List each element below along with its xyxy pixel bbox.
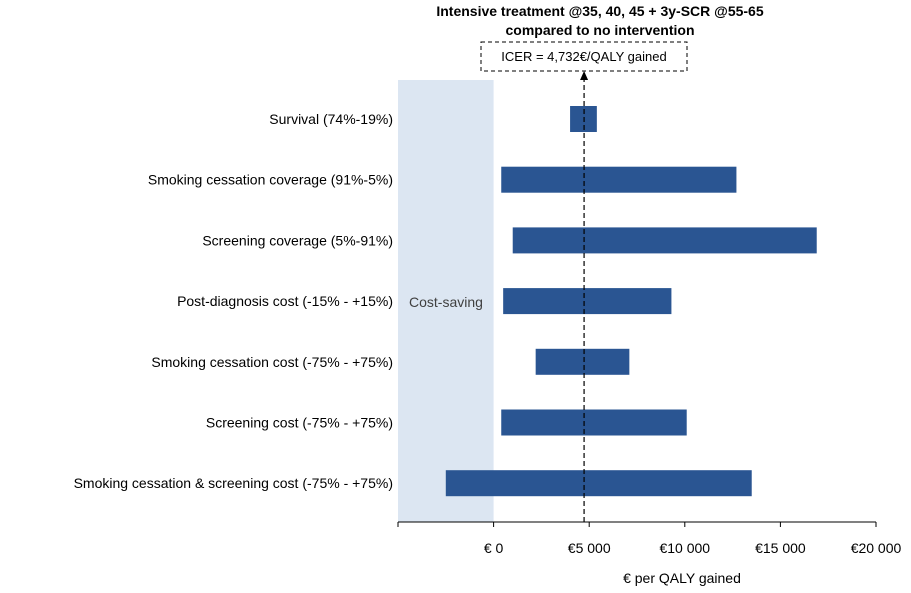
- category-label: Screening cost (-75% - +75%): [206, 415, 393, 431]
- chart-title: Intensive treatment @35, 40, 45 + 3y-SCR…: [436, 3, 763, 19]
- bar: [535, 348, 630, 375]
- x-axis-title: € per QALY gained: [623, 570, 741, 586]
- cost-saving-region: [398, 80, 494, 522]
- bar: [570, 106, 597, 132]
- category-labels: Survival (74%-19%) Smoking cessation cove…: [74, 111, 393, 491]
- x-tick-label: €20 000: [851, 540, 902, 556]
- chart-subtitle: compared to no intervention: [505, 22, 694, 38]
- category-label: Post-diagnosis cost (-15% - +15%): [177, 293, 393, 309]
- x-axis: € 0 €5 000 €10 000 €15 000 €20 000: [397, 521, 902, 556]
- icer-label: ICER = 4,732€/QALY gained: [501, 49, 666, 64]
- x-tick-label: € 0: [484, 540, 504, 556]
- icer-box: [480, 41, 688, 72]
- icer-arrow-icon: [580, 71, 589, 80]
- cost-saving-label: Cost-saving: [409, 294, 483, 310]
- bar: [501, 166, 737, 193]
- bar: [501, 409, 687, 436]
- category-label: Survival (74%-19%): [269, 111, 393, 127]
- x-tick-label: €15 000: [755, 540, 806, 556]
- x-tick-label: €5 000: [568, 540, 611, 556]
- category-label: Screening coverage (5%-91%): [202, 232, 393, 248]
- category-label: Smoking cessation coverage (91%-5%): [148, 172, 393, 188]
- bar: [512, 227, 817, 254]
- bar: [445, 470, 752, 497]
- bar: [503, 288, 672, 315]
- category-label: Smoking cessation & screening cost (-75%…: [74, 475, 393, 491]
- bars-group: [445, 106, 817, 497]
- x-tick-label: €10 000: [659, 540, 710, 556]
- category-label: Smoking cessation cost (-75% - +75%): [151, 354, 393, 370]
